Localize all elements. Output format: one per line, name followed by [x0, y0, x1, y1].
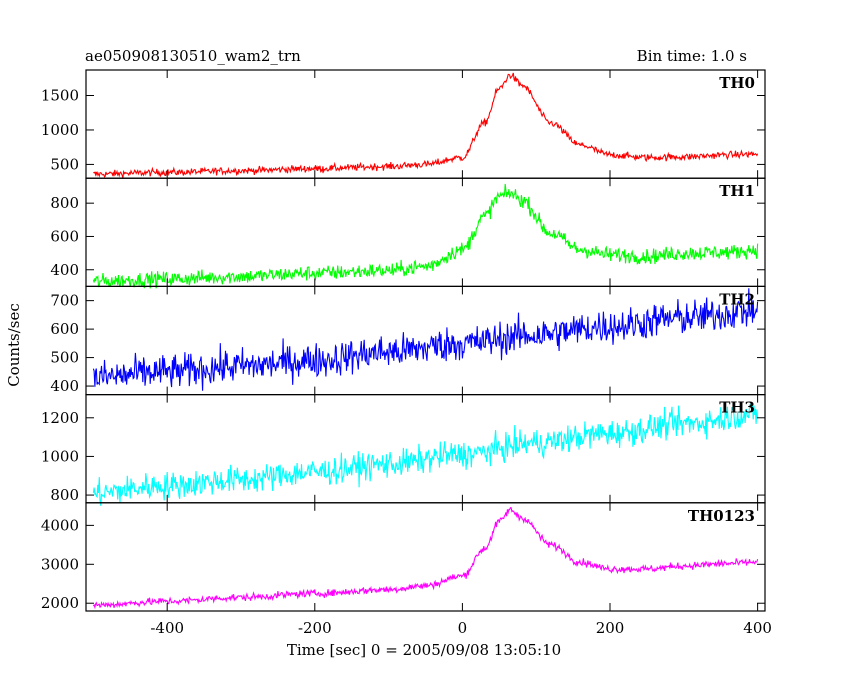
series-th1: [92, 183, 759, 289]
y-tick-label: 500: [50, 155, 79, 173]
panel-label: TH3: [719, 399, 755, 417]
panel-label: TH0: [719, 74, 755, 92]
y-tick-label: 3000: [41, 555, 79, 573]
panel-th1: 400 600 800 TH1: [50, 177, 766, 289]
panel-frame: [85, 177, 766, 287]
y-tick-label: 2000: [41, 594, 79, 612]
panel-label: TH1: [719, 182, 755, 200]
x-tick-label: 400: [743, 619, 772, 637]
series-th3: [92, 403, 759, 506]
series-th0: [93, 72, 759, 179]
x-tick-label: -400: [150, 619, 184, 637]
y-tick-label: 700: [50, 292, 79, 310]
panel-frame: [85, 502, 766, 612]
series-th2: [92, 288, 759, 391]
x-axis-label: Time [sec] 0 = 2005/09/08 13:05:10: [287, 641, 561, 659]
panel-th0: 500 1000 1500 TH0: [41, 69, 766, 179]
y-tick-label: 400: [50, 377, 79, 395]
x-tick-label: -200: [298, 619, 332, 637]
y-tick-label: 800: [50, 194, 79, 212]
panel-label: TH2: [719, 290, 755, 308]
panel-th0123: 2000 3000 4000 TH0123: [41, 502, 766, 612]
panel-label: TH0123: [688, 507, 755, 525]
y-tick-label: 4000: [41, 516, 79, 534]
y-tick-label: 400: [50, 261, 79, 279]
y-tick-label: 1000: [41, 121, 79, 139]
y-tick-label: 800: [50, 486, 79, 504]
panel-frame: [85, 285, 766, 396]
y-tick-label: 1000: [41, 447, 79, 465]
y-tick-label: 600: [50, 227, 79, 245]
y-tick-label: 1500: [41, 86, 79, 104]
x-tick-label: 200: [596, 619, 625, 637]
y-axis-label: Counts/sec: [5, 303, 23, 387]
bin-time-label: Bin time: 1.0 s: [637, 47, 747, 65]
panels-layer: 500 1000 1500 TH0 400 600 800 TH1 400 500 600 700 TH…: [41, 69, 772, 637]
y-tick-label: 600: [50, 320, 79, 338]
x-tick-label: 0: [458, 619, 468, 637]
panel-th3: 800 1000 1200 TH3: [41, 394, 766, 506]
y-tick-label: 1200: [41, 409, 79, 427]
chart-title: ae050908130510_wam2_trn: [85, 47, 301, 65]
series-th0123: [92, 506, 759, 610]
panel-th2: 400 500 600 700 TH2: [50, 285, 766, 396]
y-tick-label: 500: [50, 349, 79, 367]
